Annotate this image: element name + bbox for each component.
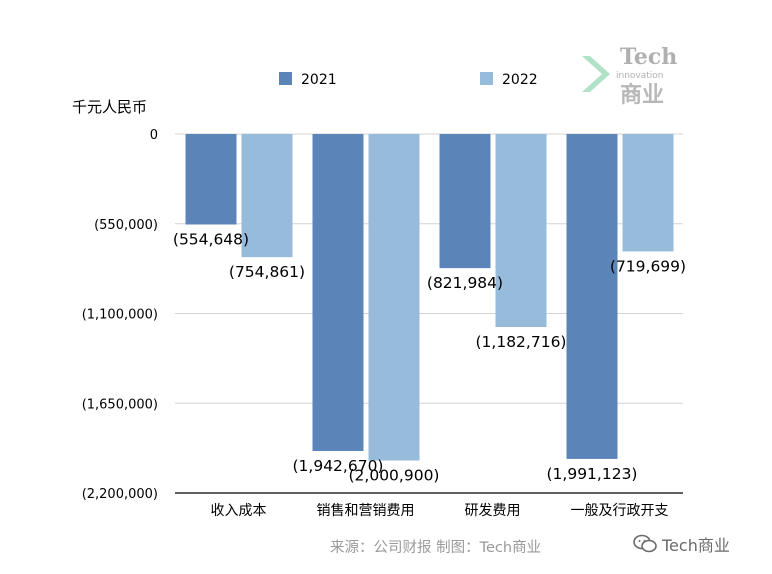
x-category-label: 研发费用 [465, 503, 521, 519]
bar-2022-4 [622, 134, 674, 252]
data-label: (754,861) [229, 263, 305, 281]
bar-2021-3 [439, 134, 491, 269]
wechat-icon [633, 534, 657, 553]
bar-2022-3 [495, 134, 547, 327]
logo-arrow-icon [582, 56, 610, 92]
source-caption: 来源：公司财报 制图：Tech商业 [330, 540, 542, 556]
y-axis-unit-label: 千元人民币 [72, 98, 147, 116]
legend-label-2021: 2021 [301, 72, 337, 88]
data-labels: (554,648) (754,861) (1,942,670)(2,000,900)… [173, 231, 686, 485]
data-label: (821,984) [427, 274, 503, 292]
bar-2022-1 [241, 134, 293, 258]
x-axis-categories: 收入成本 销售和营销费用 研发费用 一般及行政开支 [211, 503, 669, 519]
legend-swatch-2021 [279, 72, 292, 85]
y-tick-label: (550,000) [94, 218, 158, 233]
logo-line1: Tech [620, 44, 677, 70]
legend-swatch-2022 [480, 72, 493, 85]
data-label: (1,182,716) [476, 333, 567, 351]
y-tick-label: (1,100,000) [82, 308, 158, 323]
bar-2021-2 [312, 134, 364, 452]
y-tick-label: (1,650,000) [82, 397, 158, 412]
x-category-label: 收入成本 [211, 503, 267, 519]
data-label: (554,648) [173, 231, 249, 249]
legend-label-2022: 2022 [502, 72, 538, 88]
y-tick-label: (2,200,000) [82, 487, 158, 502]
y-tick-label: 0 [150, 128, 158, 143]
bar-2022-2 [368, 134, 420, 461]
bar-2021-1 [185, 134, 237, 225]
logo-line3: 商业 [620, 82, 664, 106]
legend: 2021 2022 [279, 72, 538, 88]
logo-line2: innovation [616, 71, 664, 81]
data-label: (1,991,123) [547, 465, 638, 483]
y-axis-ticks: 0 (550,000) (1,100,000) (1,650,000) (2,200,0… [82, 128, 158, 502]
data-label: (719,699) [610, 257, 686, 275]
x-category-label: 一般及行政开支 [571, 503, 669, 519]
wechat-name: Tech商业 [662, 536, 730, 555]
data-label: (1,942,670) [293, 457, 384, 475]
bar-2021-4 [566, 134, 618, 459]
x-category-label: 销售和营销费用 [317, 503, 415, 519]
data-label: (2,000,900) [349, 467, 440, 485]
bars [185, 134, 674, 461]
wechat-account: Tech商业 [632, 532, 730, 556]
tech-logo: Tech innovation 商业 [582, 44, 677, 106]
